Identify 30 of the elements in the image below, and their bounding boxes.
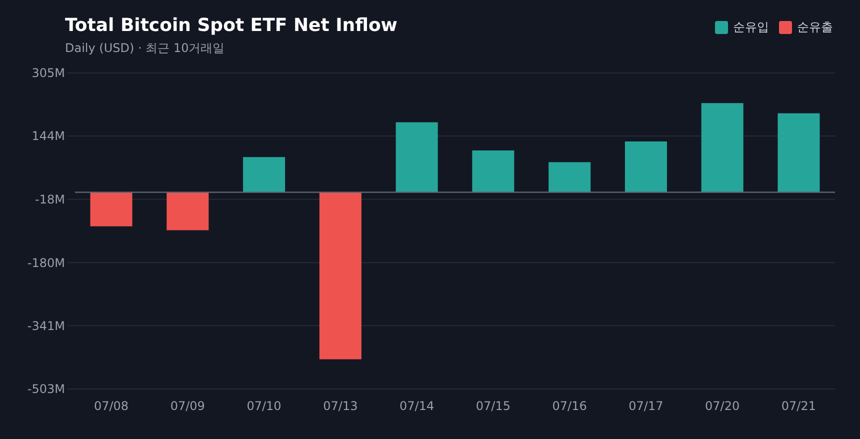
bar (548, 162, 591, 192)
y-tick-label: -18M (35, 192, 65, 207)
chart-title: Total Bitcoin Spot ETF Net Inflow (65, 15, 398, 36)
x-tick-label: 07/21 (781, 399, 816, 413)
x-tick-label: 07/10 (246, 399, 282, 413)
x-tick-label: 07/14 (400, 399, 434, 413)
legend-label: 순유출 (797, 20, 833, 34)
bar (701, 103, 744, 192)
bar (166, 192, 209, 230)
x-tick-label: 07/17 (628, 399, 664, 413)
bar (319, 192, 362, 360)
x-tick-label: 07/08 (94, 399, 129, 413)
bar (472, 150, 514, 192)
chart-subtitle: Daily (USD) · 최근 10거래일 (65, 41, 225, 55)
bar (624, 141, 667, 192)
y-tick-label: -503M (27, 382, 65, 396)
x-tick-label: 07/13 (323, 399, 358, 413)
bar (90, 192, 132, 226)
bar (778, 113, 820, 192)
x-tick-label: 07/20 (705, 399, 740, 413)
legend-label: 순유입 (733, 20, 769, 34)
y-tick-label: 144M (32, 129, 65, 144)
x-tick-label: 07/09 (170, 399, 205, 413)
bar (243, 157, 286, 192)
y-tick-label: 305M (32, 66, 65, 80)
x-tick-label: 07/15 (476, 399, 510, 413)
bar (396, 122, 438, 192)
y-tick-label: -180M (27, 256, 65, 270)
x-tick-label: 07/16 (552, 399, 587, 413)
y-tick-label: -341M (27, 318, 65, 333)
